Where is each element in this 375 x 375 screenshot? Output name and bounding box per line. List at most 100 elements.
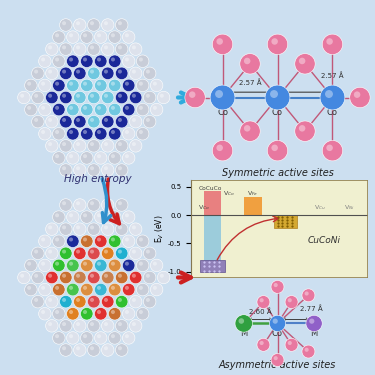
Circle shape — [104, 21, 108, 25]
Circle shape — [260, 341, 264, 345]
Circle shape — [102, 164, 114, 176]
Circle shape — [212, 34, 233, 54]
Circle shape — [189, 92, 195, 98]
Circle shape — [132, 118, 136, 122]
Circle shape — [66, 211, 79, 224]
Circle shape — [62, 322, 66, 326]
Circle shape — [326, 145, 333, 151]
Circle shape — [94, 55, 107, 68]
Circle shape — [83, 310, 87, 314]
Circle shape — [104, 94, 108, 98]
Circle shape — [267, 34, 288, 54]
Circle shape — [132, 298, 136, 302]
Circle shape — [122, 259, 135, 272]
Circle shape — [69, 106, 73, 110]
Circle shape — [34, 250, 38, 254]
Circle shape — [244, 125, 250, 132]
Circle shape — [118, 21, 122, 25]
Circle shape — [122, 128, 135, 140]
Circle shape — [34, 298, 38, 302]
Circle shape — [136, 128, 149, 140]
Circle shape — [76, 142, 80, 146]
Circle shape — [269, 315, 286, 332]
Circle shape — [69, 262, 73, 266]
Circle shape — [139, 262, 143, 266]
Circle shape — [83, 262, 87, 266]
Text: V$_{Ni}$: V$_{Ni}$ — [345, 204, 355, 212]
Circle shape — [158, 271, 170, 284]
Circle shape — [267, 141, 288, 161]
Circle shape — [122, 104, 135, 116]
Circle shape — [62, 274, 66, 278]
Circle shape — [102, 320, 114, 332]
Text: M: M — [310, 329, 318, 338]
Circle shape — [90, 322, 94, 326]
Text: Asymmetric active sites: Asymmetric active sites — [219, 360, 336, 370]
Text: M: M — [240, 329, 248, 338]
Circle shape — [62, 346, 66, 350]
Circle shape — [32, 91, 44, 104]
Text: V$_{Co}$: V$_{Co}$ — [223, 189, 235, 198]
Circle shape — [118, 142, 122, 146]
Circle shape — [69, 237, 73, 242]
Circle shape — [139, 130, 143, 134]
Circle shape — [104, 45, 108, 50]
Circle shape — [48, 225, 52, 230]
Circle shape — [238, 318, 244, 324]
Circle shape — [288, 298, 292, 302]
Circle shape — [102, 271, 114, 284]
Circle shape — [102, 296, 114, 308]
Circle shape — [143, 116, 156, 128]
Circle shape — [87, 320, 100, 332]
Circle shape — [46, 271, 58, 284]
Circle shape — [76, 274, 80, 278]
Circle shape — [53, 152, 65, 164]
Circle shape — [111, 286, 115, 290]
Circle shape — [48, 94, 52, 98]
Circle shape — [46, 67, 58, 80]
Circle shape — [118, 225, 122, 230]
Circle shape — [150, 259, 163, 272]
Circle shape — [136, 55, 149, 68]
Circle shape — [104, 346, 108, 350]
Circle shape — [53, 79, 65, 92]
Circle shape — [132, 250, 136, 254]
Circle shape — [81, 235, 93, 248]
Circle shape — [125, 237, 129, 242]
Circle shape — [32, 247, 44, 259]
Circle shape — [143, 67, 156, 80]
Circle shape — [94, 235, 107, 248]
Circle shape — [74, 43, 86, 56]
Circle shape — [46, 223, 58, 236]
Circle shape — [274, 356, 278, 360]
Circle shape — [111, 130, 115, 134]
Circle shape — [87, 140, 100, 152]
Text: Co: Co — [272, 108, 283, 117]
Circle shape — [122, 211, 135, 224]
Circle shape — [76, 225, 80, 230]
Circle shape — [18, 91, 30, 104]
Circle shape — [108, 211, 121, 224]
Circle shape — [97, 57, 101, 62]
Circle shape — [108, 284, 121, 296]
Circle shape — [53, 284, 65, 296]
Circle shape — [81, 308, 93, 320]
Circle shape — [102, 140, 114, 152]
Circle shape — [158, 91, 170, 104]
Circle shape — [129, 116, 142, 128]
Circle shape — [62, 94, 66, 98]
Circle shape — [295, 54, 315, 74]
Circle shape — [118, 166, 122, 170]
Circle shape — [60, 344, 72, 356]
Circle shape — [97, 334, 101, 338]
Circle shape — [216, 145, 223, 151]
Circle shape — [102, 91, 114, 104]
Circle shape — [46, 320, 58, 332]
Circle shape — [74, 320, 86, 332]
Circle shape — [27, 82, 31, 86]
Circle shape — [74, 91, 86, 104]
Circle shape — [81, 79, 93, 92]
Circle shape — [18, 271, 30, 284]
Circle shape — [118, 118, 122, 122]
Circle shape — [302, 345, 315, 358]
